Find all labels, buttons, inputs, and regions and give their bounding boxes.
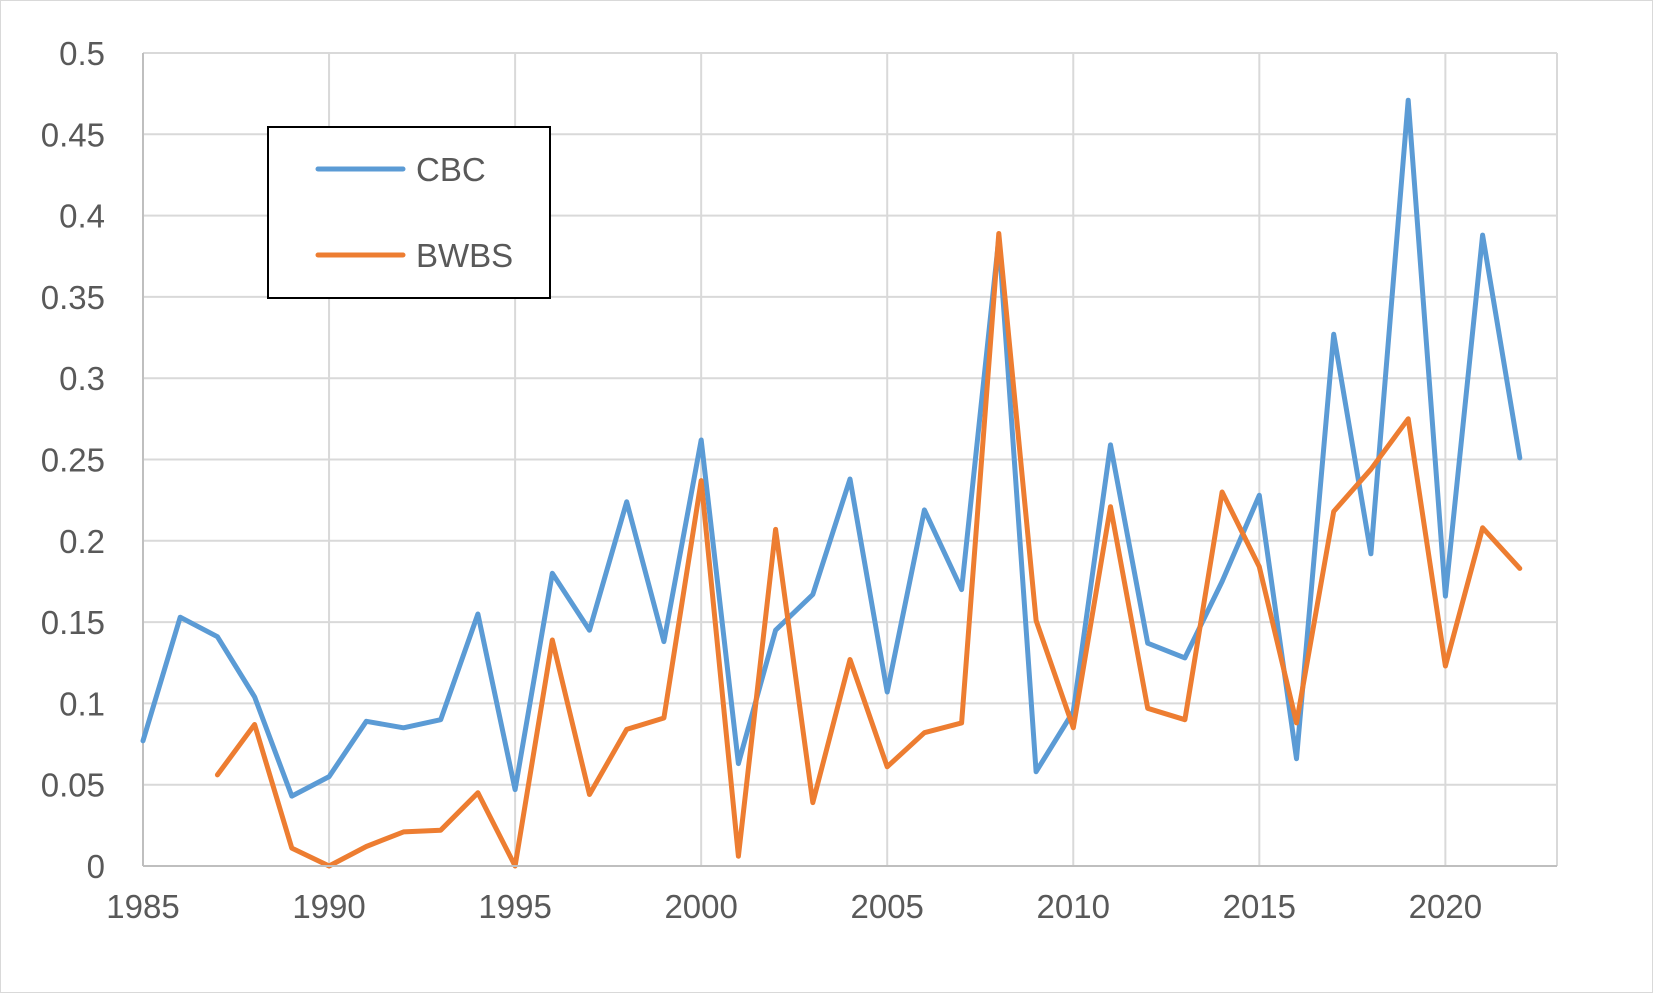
x-tick-label: 2015 xyxy=(1223,888,1296,925)
legend-box xyxy=(267,126,551,299)
y-tick-label: 0.3 xyxy=(59,360,105,397)
x-tick-label: 2000 xyxy=(664,888,737,925)
legend-label-cbc: CBC xyxy=(416,151,486,188)
x-tick-label: 1990 xyxy=(292,888,365,925)
series-line-cbc xyxy=(140,97,1523,799)
legend-label-bwbs: BWBS xyxy=(416,237,513,274)
y-tick-label: 0.05 xyxy=(41,767,105,804)
y-tick-label: 0.4 xyxy=(59,198,105,235)
y-tick-label: 0.2 xyxy=(59,523,105,560)
x-tick-label: 1995 xyxy=(478,888,551,925)
x-tick-label: 1985 xyxy=(106,888,179,925)
y-tick-label: 0.5 xyxy=(59,35,105,72)
y-tick-label: 0.45 xyxy=(41,116,105,153)
x-tick-label: 2005 xyxy=(850,888,923,925)
series-layer xyxy=(140,97,1523,869)
legend: CBC BWBS xyxy=(267,126,551,299)
y-tick-label: 0 xyxy=(87,848,105,885)
x-tick-label: 2010 xyxy=(1037,888,1110,925)
y-tick-label: 0.1 xyxy=(59,685,105,722)
series-line-bwbs xyxy=(214,231,1523,869)
y-tick-label: 0.35 xyxy=(41,279,105,316)
y-tick-label: 0.15 xyxy=(41,604,105,641)
axes: 0 0.05 0.1 0.15 0.2 0.25 0.3 0.35 0.4 0.45 0.5 1985… xyxy=(41,35,1557,925)
y-tick-label: 0.25 xyxy=(41,442,105,479)
x-tick-label: 2020 xyxy=(1409,888,1482,925)
